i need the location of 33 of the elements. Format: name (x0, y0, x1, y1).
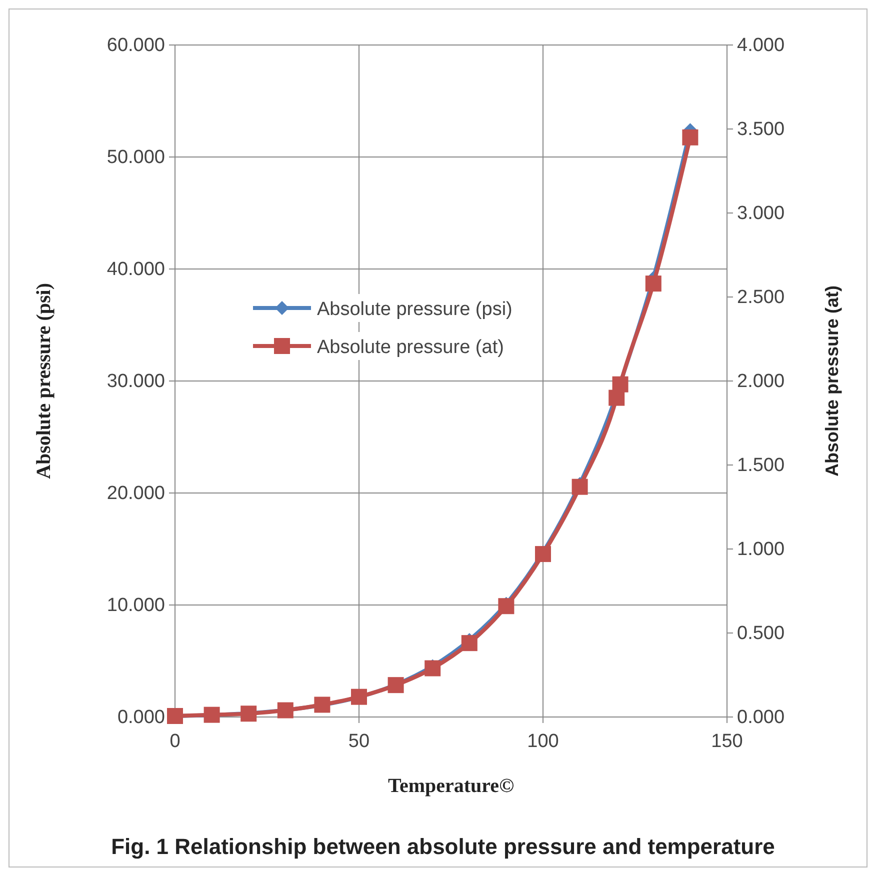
y2-tick-label: 0.500 (737, 623, 785, 644)
y-tick-label: 50.000 (106, 147, 165, 168)
y2-tick-label: 2.500 (737, 287, 785, 308)
y2-axis-title: Absolute pressure (at) (822, 285, 842, 477)
y-tick-label: 30.000 (106, 371, 165, 392)
y-tick-label: 60.000 (106, 35, 165, 56)
x-tick-label: 0 (170, 731, 180, 752)
point (645, 276, 662, 292)
y2-tick-label: 3.500 (737, 119, 785, 140)
y2-tick-label: 3.000 (737, 203, 785, 224)
y-tick-label: 20.000 (106, 483, 165, 504)
legend-label: Absolute pressure (at) (317, 337, 504, 358)
y2-tick-label: 2.000 (737, 371, 785, 392)
point (461, 635, 478, 652)
point (572, 478, 588, 495)
x-tick-label: 100 (527, 731, 559, 752)
y-tick-label: 10.000 (106, 595, 165, 616)
y-tick-label: 0.000 (117, 707, 165, 728)
y2-tick-label: 1.500 (737, 455, 785, 476)
point (535, 546, 551, 562)
y2-tick-label: 4.000 (737, 35, 785, 56)
x-tick-label: 150 (711, 731, 743, 752)
y-tick-label: 40.000 (106, 259, 165, 280)
text: Fig. 1 Relationship between absolute pressure and temperature (111, 834, 775, 859)
y-axis-title: Absolute pressure (psi) (33, 283, 55, 479)
x-axis-title: Temperature© (388, 775, 514, 797)
x-tick-label: 50 (348, 731, 370, 752)
y2-tick-label: 1.000 (737, 539, 785, 560)
y2-tick-label: 0.000 (737, 707, 785, 728)
point (424, 660, 441, 676)
legend-label: Absolute pressure (psi) (317, 299, 512, 320)
point (682, 129, 698, 146)
point (498, 598, 514, 614)
